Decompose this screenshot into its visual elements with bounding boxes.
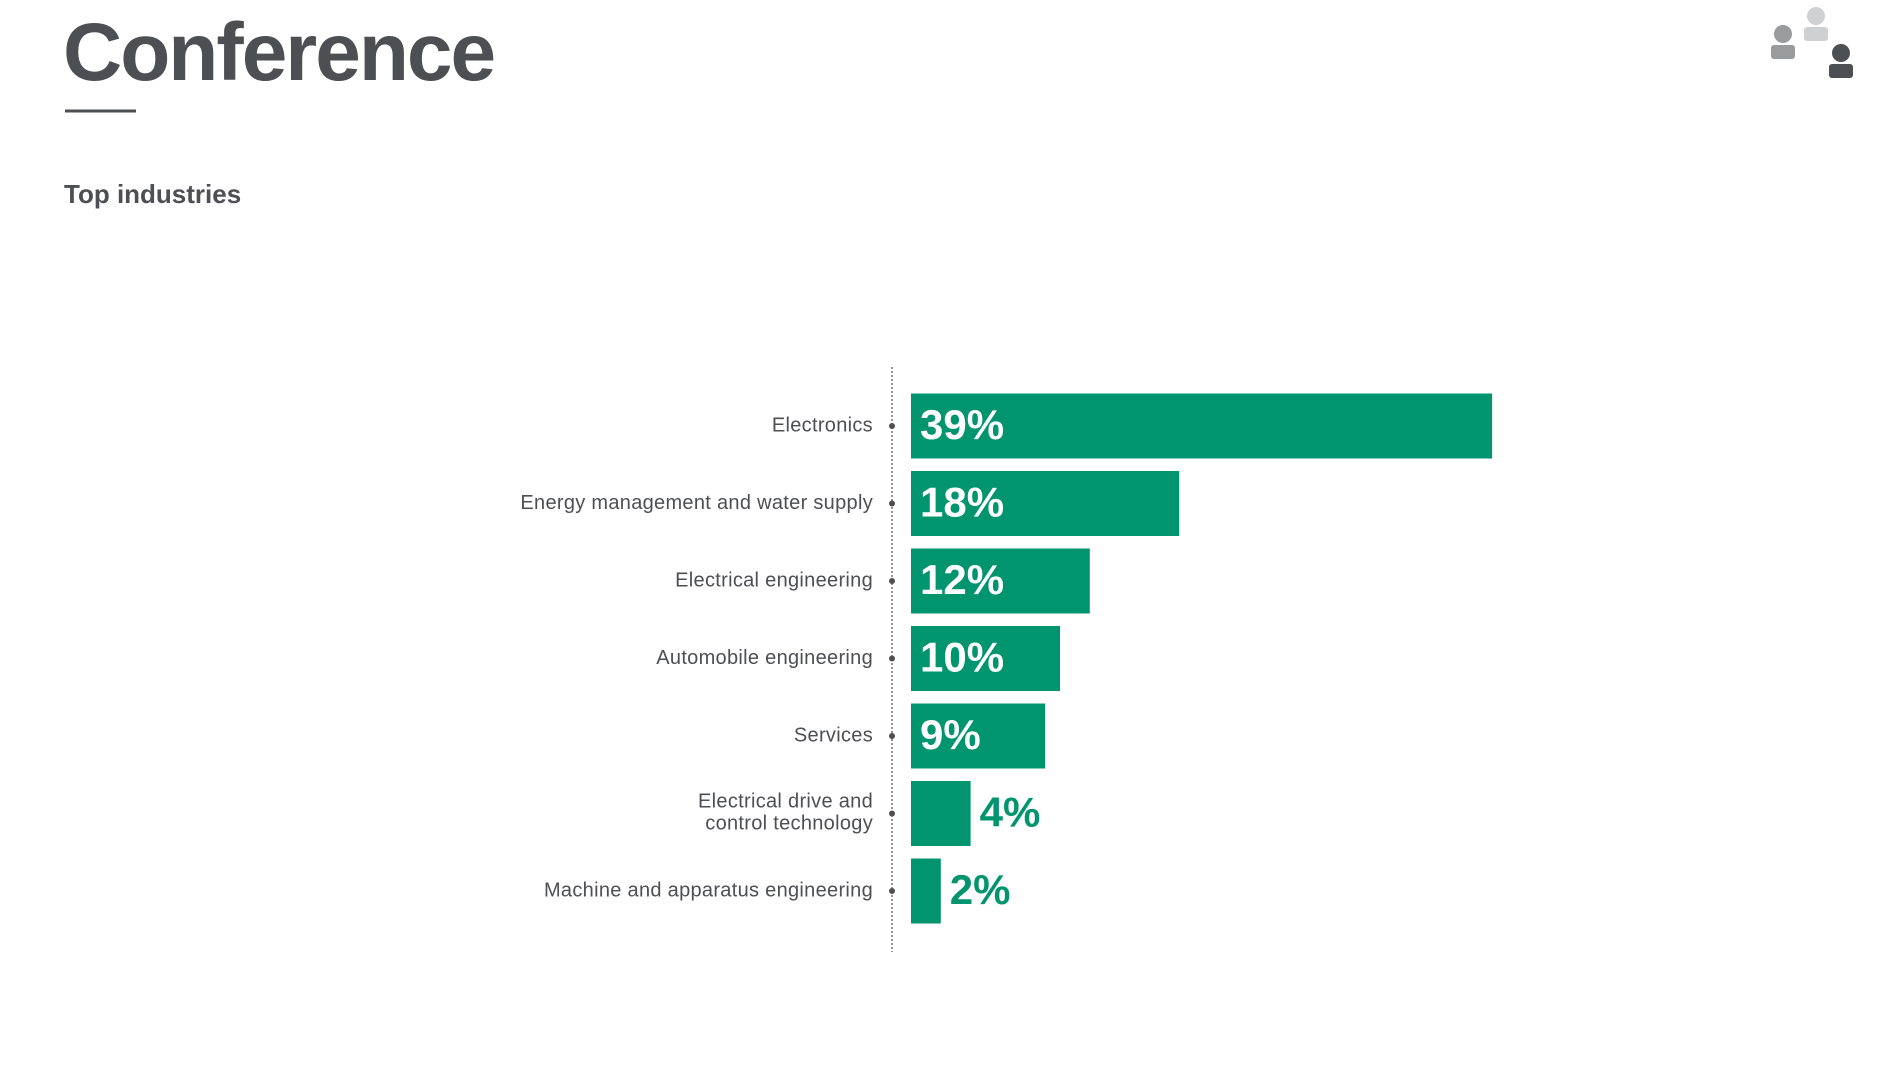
category-label: Electronics xyxy=(772,414,873,436)
value-label: 12% xyxy=(920,556,1004,603)
value-label: 2% xyxy=(950,866,1011,913)
category-label: Services xyxy=(794,724,873,746)
value-label: 39% xyxy=(920,401,1004,448)
axis-dot xyxy=(889,423,895,429)
axis-dot xyxy=(889,733,895,739)
axis-dot xyxy=(889,578,895,584)
subtitle: Top industries xyxy=(64,179,241,209)
value-label: 18% xyxy=(920,479,1004,526)
axis-dot xyxy=(889,888,895,894)
bar xyxy=(911,858,941,924)
bar xyxy=(911,548,1090,614)
bar xyxy=(911,393,1493,459)
bar xyxy=(911,626,1060,691)
category-label: Automobile engineering xyxy=(656,647,873,669)
value-label: 4% xyxy=(980,789,1041,836)
axis-dot xyxy=(889,655,895,662)
axis-dot xyxy=(889,500,895,507)
page-title: Conference xyxy=(63,7,494,98)
category-label: Machine and apparatus engineering xyxy=(544,879,873,901)
category-label: Energy management and water supply xyxy=(520,492,873,514)
axis-dot xyxy=(889,810,895,817)
people-icon xyxy=(1771,7,1853,78)
bar xyxy=(911,703,1046,769)
category-label: Electrical drive and control technology xyxy=(698,791,873,835)
value-label: 9% xyxy=(920,711,981,758)
bar xyxy=(911,471,1180,536)
bar xyxy=(911,781,971,846)
value-label: 10% xyxy=(920,634,1004,681)
category-label: Electrical engineering xyxy=(675,569,873,591)
